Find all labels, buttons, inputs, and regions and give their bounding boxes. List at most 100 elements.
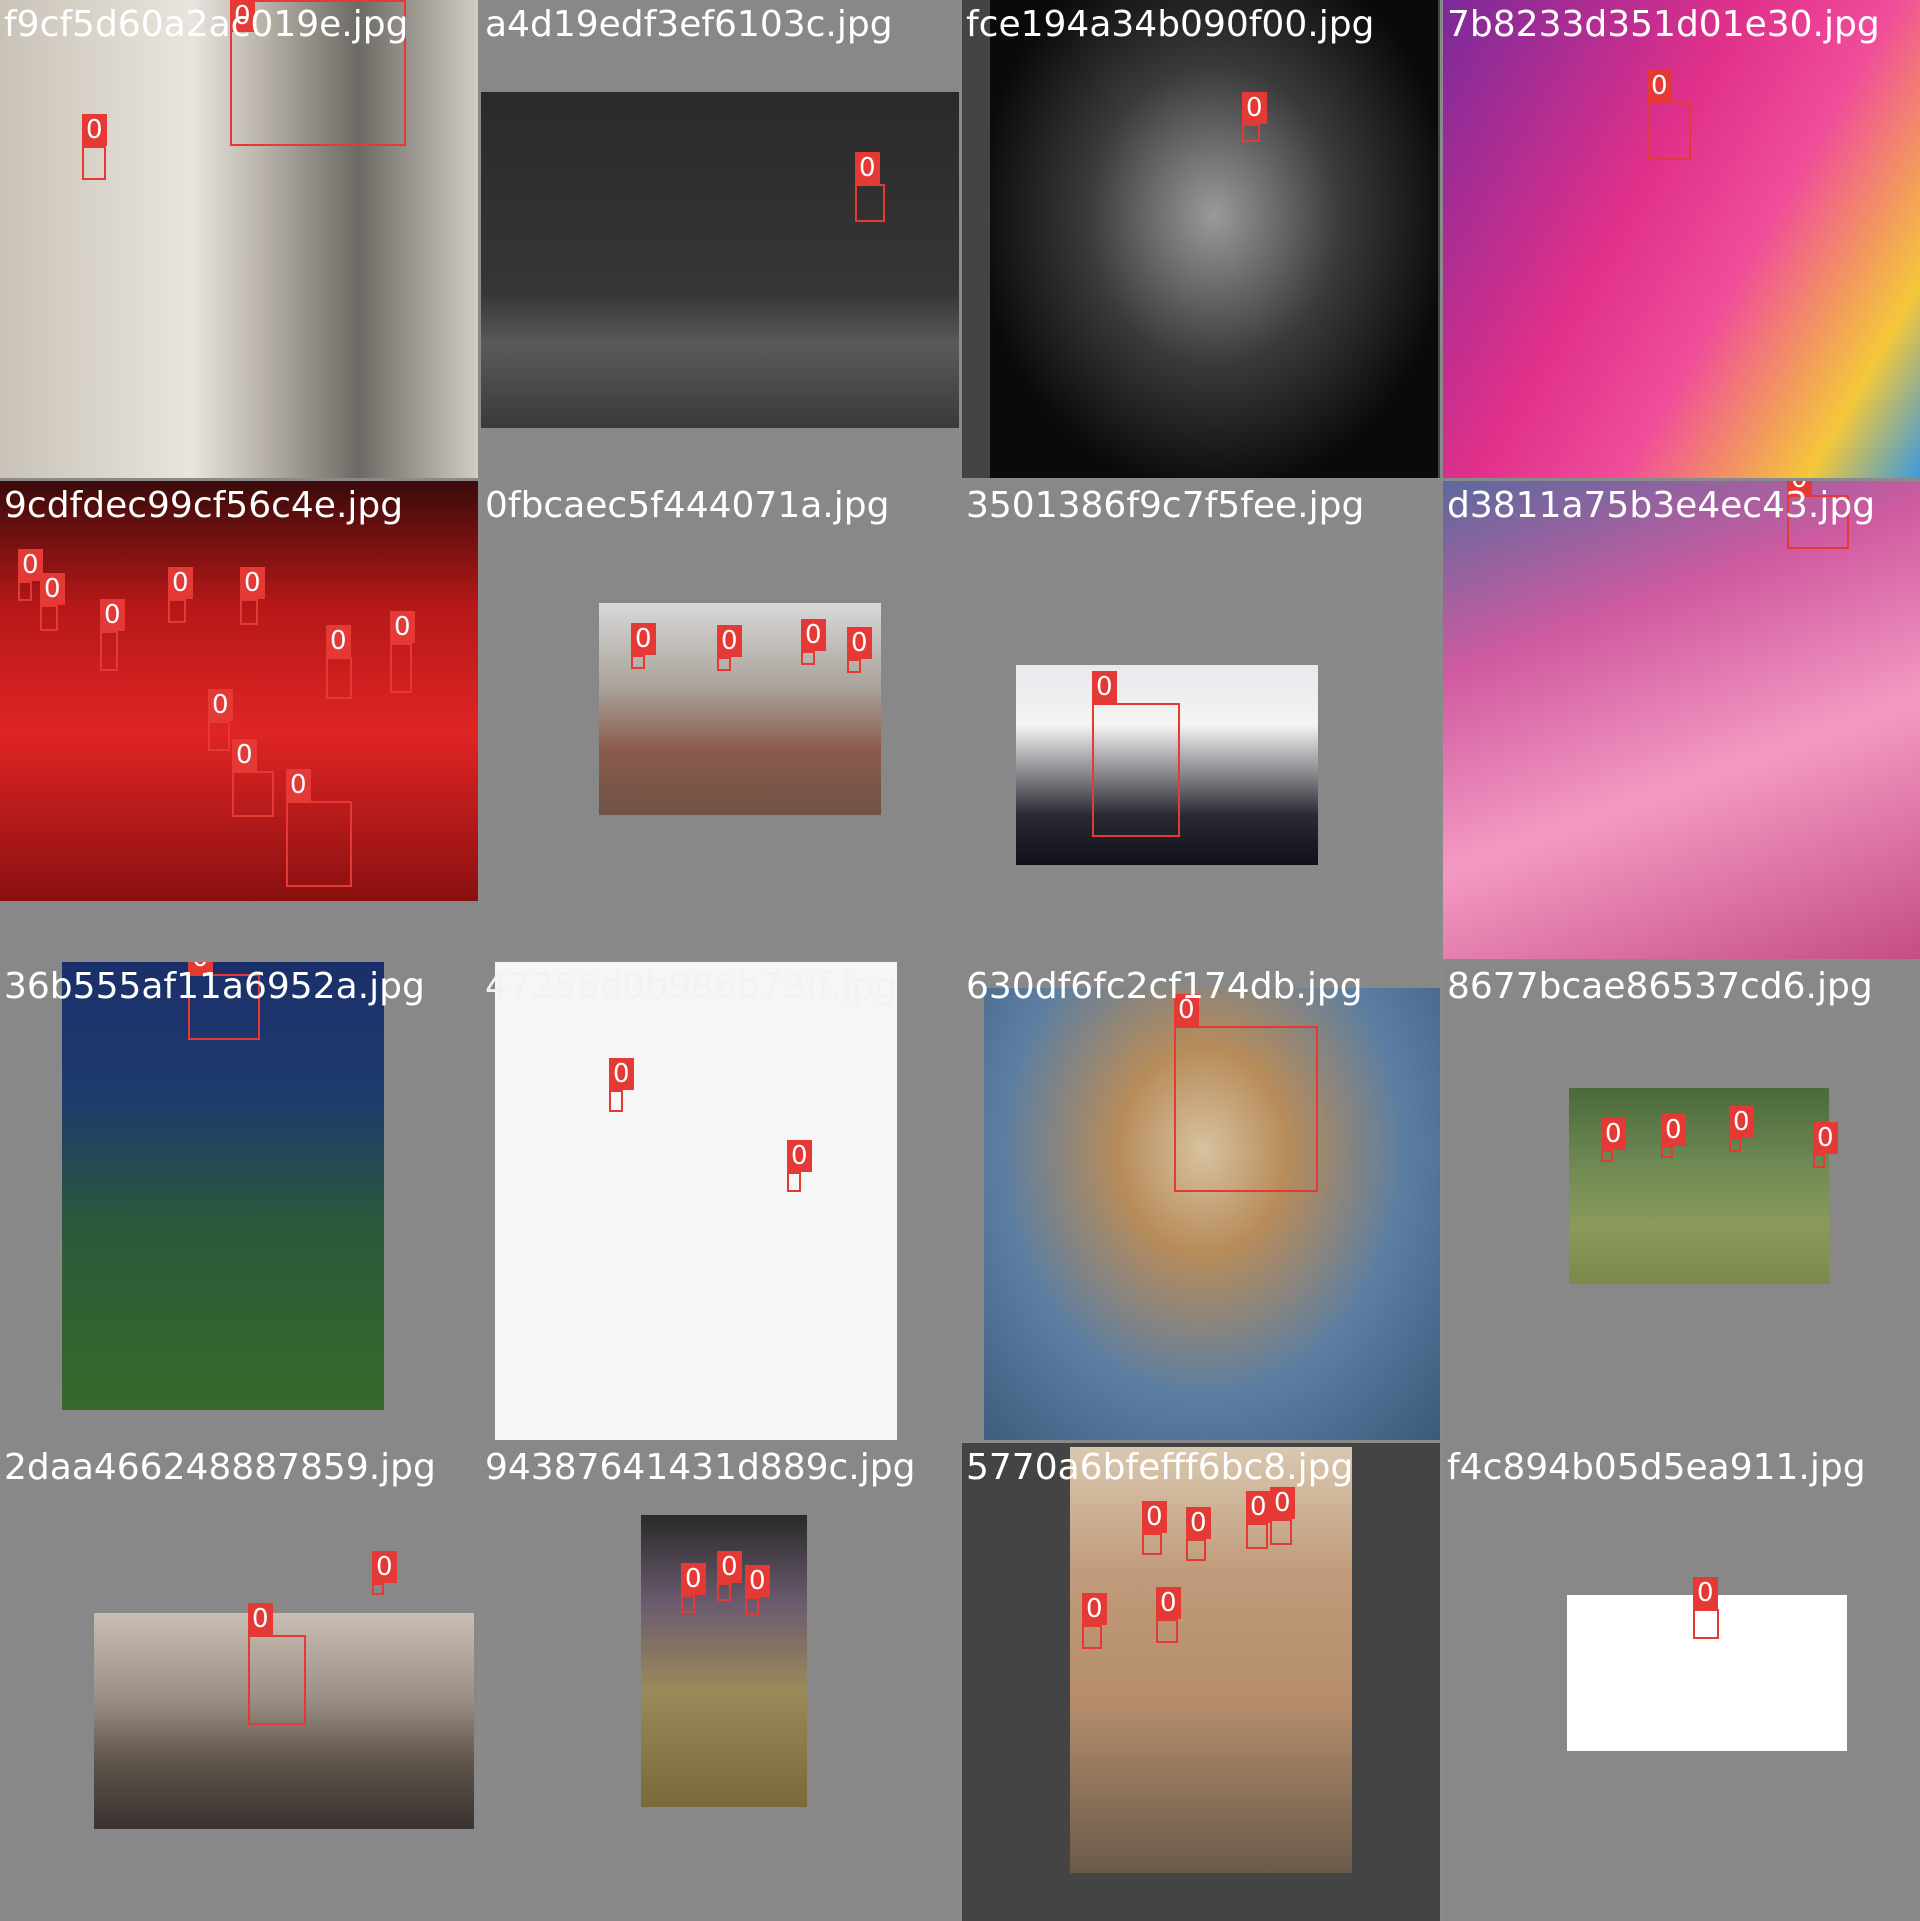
- mosaic-tile[interactable]: 0 0 2daa466248887859.jpg: [0, 1443, 478, 1921]
- mosaic-tile[interactable]: 0 7b8233d351d01e30.jpg: [1443, 0, 1920, 478]
- mosaic-tile[interactable]: 0 0 0 0 0 0 0 0 0 0 9cdfdec99cf56c4e.jpg: [0, 481, 478, 959]
- detection-label: 0: [1156, 1587, 1181, 1619]
- detection-box: 0: [1246, 1491, 1271, 1549]
- mosaic-tile[interactable]: 0 f4c894b05d5ea911.jpg: [1443, 1443, 1920, 1921]
- mosaic-tile[interactable]: 0 0 0 0 0 0 5770a6bfefff6bc8.jpg: [962, 1443, 1440, 1921]
- detection-label: 0: [631, 623, 656, 655]
- tile-filename: 7b8233d351d01e30.jpg: [1447, 4, 1880, 45]
- detection-label: 0: [1270, 1487, 1295, 1519]
- mosaic-tile[interactable]: 0 a4d19edf3ef6103c.jpg: [481, 0, 959, 478]
- detection-box: 0: [40, 573, 65, 631]
- detection-box: 0: [1813, 1122, 1838, 1168]
- detection-box: 0: [208, 689, 233, 751]
- detection-box: 0: [1082, 1593, 1107, 1649]
- detection-label: 0: [787, 1140, 812, 1172]
- detection-box: 0: [1270, 1487, 1295, 1545]
- tile-image: [1443, 0, 1920, 478]
- detection-box: 0: [390, 611, 415, 693]
- tile-filename: 3501386f9c7f5fee.jpg: [966, 485, 1365, 526]
- tile-filename: 630df6fc2cf174db.jpg: [966, 966, 1363, 1007]
- detection-label: 0: [717, 1551, 742, 1583]
- tile-filename: 36b555af11a6952a.jpg: [4, 966, 425, 1007]
- tile-image: [94, 1613, 474, 1829]
- detection-box: 0: [1729, 1106, 1754, 1152]
- detection-label: 0: [745, 1565, 770, 1597]
- detection-label: 0: [801, 619, 826, 651]
- tile-filename: 2daa466248887859.jpg: [4, 1447, 436, 1488]
- detection-box: 0: [240, 567, 265, 625]
- detection-box: 0: [100, 599, 125, 671]
- detection-label: 0: [188, 962, 213, 974]
- tile-filename: 0fbcaec5f444071a.jpg: [485, 485, 890, 526]
- detection-box: 0: [248, 1603, 306, 1725]
- mosaic-tile[interactable]: 0 0 0 0 8677bcae86537cd6.jpg: [1443, 962, 1920, 1440]
- detection-label: 0: [18, 549, 43, 581]
- tile-image: [1443, 481, 1920, 959]
- detection-label: 0: [372, 1551, 397, 1583]
- tile-filename: 94387641431d889c.jpg: [485, 1447, 916, 1488]
- detection-box: 0: [631, 623, 656, 669]
- detection-label: 0: [1813, 1122, 1838, 1154]
- tile-filename: 9cdfdec99cf56c4e.jpg: [4, 485, 404, 526]
- tile-image: [1016, 665, 1318, 865]
- mosaic-tile[interactable]: 0 d3811a75b3e4ec43.jpg: [1443, 481, 1920, 959]
- detection-label: 0: [1174, 994, 1199, 1026]
- mosaic-tile[interactable]: 0 3501386f9c7f5fee.jpg: [962, 481, 1440, 959]
- detection-box: 0: [801, 619, 826, 665]
- detection-box: 0: [1693, 1577, 1719, 1639]
- detection-label: 0: [1092, 671, 1117, 703]
- detection-box: 0: [717, 1551, 742, 1601]
- tile-filename: f9cf5d60a2ac019e.jpg: [4, 4, 409, 45]
- detection-box: 0: [1174, 994, 1318, 1192]
- detection-label: 0: [40, 573, 65, 605]
- detection-label: 0: [232, 739, 257, 771]
- detection-box: 0: [1661, 1114, 1686, 1158]
- detection-box: 0: [82, 114, 107, 180]
- detection-label: 0: [1082, 1593, 1107, 1625]
- tile-filename: 47256d0b986b73ff.jpg: [485, 966, 898, 1007]
- detection-box: 0: [230, 0, 406, 146]
- detection-box: 0: [1242, 92, 1267, 142]
- detection-label: 0: [286, 769, 311, 801]
- detection-label: 0: [1142, 1501, 1167, 1533]
- detection-label: 0: [1647, 70, 1672, 102]
- tile-filename: 8677bcae86537cd6.jpg: [1447, 966, 1873, 1007]
- detection-label: 0: [326, 625, 351, 657]
- tile-image: [1567, 1595, 1847, 1751]
- detection-label: 0: [681, 1563, 706, 1595]
- detection-label: 0: [1246, 1491, 1271, 1523]
- mosaic-tile[interactable]: 0 0 f9cf5d60a2ac019e.jpg: [0, 0, 478, 478]
- detection-box: 0: [18, 549, 43, 601]
- detection-label: 0: [1601, 1118, 1626, 1150]
- detection-box: 0: [1186, 1507, 1211, 1561]
- detection-label: 0: [1787, 481, 1812, 495]
- detection-label: 0: [1693, 1577, 1718, 1609]
- detection-label: 0: [248, 1603, 273, 1635]
- mosaic-tile[interactable]: 0 36b555af11a6952a.jpg: [0, 962, 478, 1440]
- tile-filename: 5770a6bfefff6bc8.jpg: [966, 1447, 1354, 1488]
- detection-label: 0: [1186, 1507, 1211, 1539]
- tile-image: [984, 988, 1440, 1440]
- mosaic-tile[interactable]: 0 0 47256d0b986b73ff.jpg: [481, 962, 959, 1440]
- detection-label: 0: [230, 0, 255, 32]
- detection-label: 0: [855, 152, 880, 184]
- mosaic-tile[interactable]: 0 630df6fc2cf174db.jpg: [962, 962, 1440, 1440]
- detection-label: 0: [717, 625, 742, 657]
- detection-box: 0: [372, 1551, 397, 1595]
- detection-box: 0: [1142, 1501, 1167, 1555]
- detection-box: 0: [168, 567, 193, 623]
- detection-box: 0: [847, 627, 872, 673]
- tile-image: [990, 0, 1438, 478]
- mosaic-tile[interactable]: 0 0 0 0 0fbcaec5f444071a.jpg: [481, 481, 959, 959]
- detection-box: 0: [717, 625, 742, 671]
- mosaic-tile[interactable]: 0 fce194a34b090f00.jpg: [962, 0, 1440, 478]
- detection-box: 0: [326, 625, 352, 699]
- detection-label: 0: [82, 114, 107, 146]
- detection-box: 0: [1647, 70, 1691, 160]
- tile-image: [1070, 1447, 1352, 1873]
- mosaic-tile[interactable]: 0 0 0 94387641431d889c.jpg: [481, 1443, 959, 1921]
- detection-label: 0: [847, 627, 872, 659]
- detection-box: 0: [855, 152, 885, 222]
- tile-image: [0, 0, 478, 478]
- detection-box: 0: [609, 1058, 634, 1112]
